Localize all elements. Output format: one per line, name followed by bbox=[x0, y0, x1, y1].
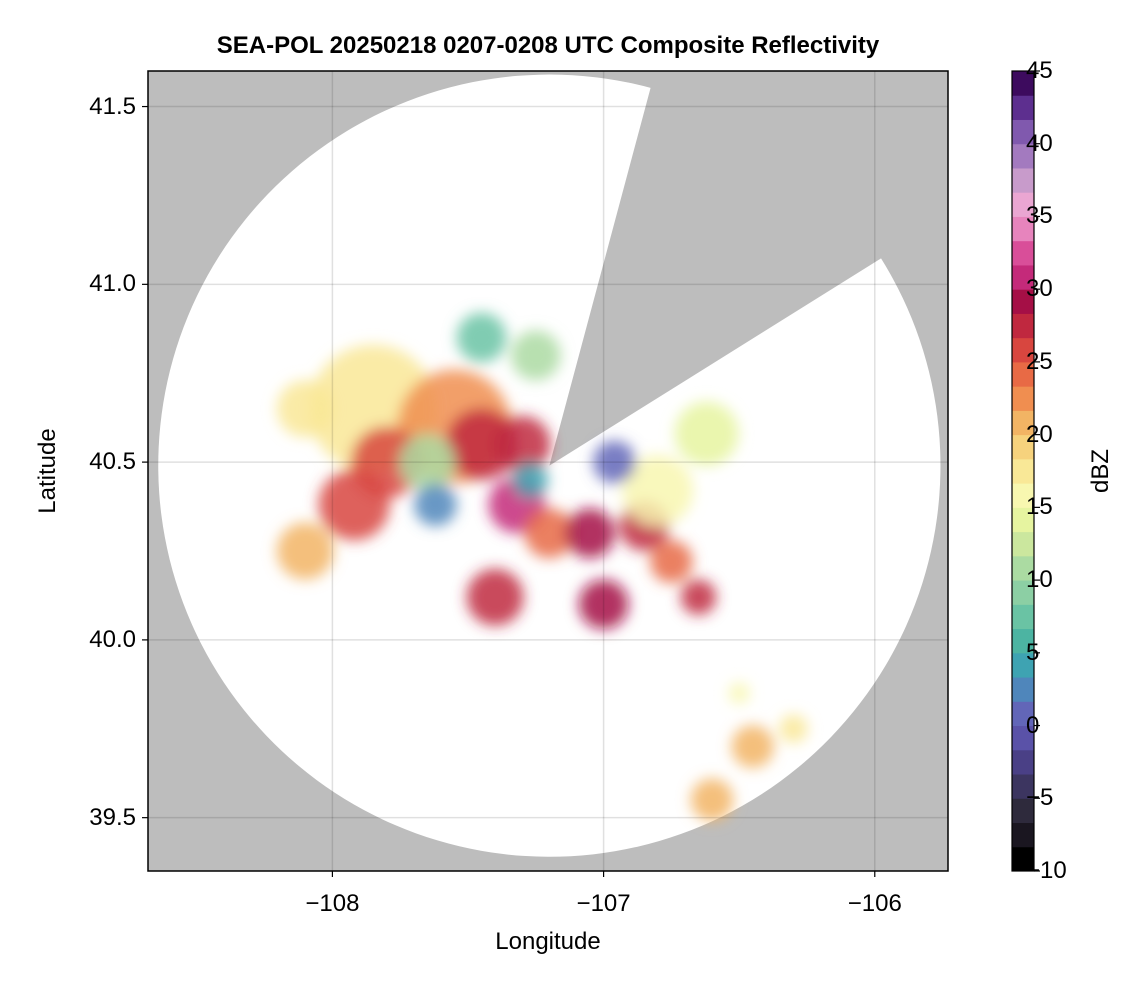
echo-cell bbox=[524, 508, 575, 559]
colorbar-segment bbox=[1012, 725, 1034, 751]
colorbar-segment bbox=[1012, 798, 1034, 824]
colorbar-segment bbox=[1012, 458, 1034, 484]
colorbar-segment bbox=[1012, 580, 1034, 605]
echo-cell bbox=[456, 312, 507, 363]
colorbar bbox=[1012, 71, 1034, 872]
colorbar-segment bbox=[1012, 628, 1034, 654]
colorbar-segment bbox=[1012, 289, 1034, 314]
echo-cell bbox=[565, 508, 615, 559]
y-axis-label: Latitude bbox=[34, 428, 61, 514]
x-tick-label: −106 bbox=[847, 890, 902, 917]
echo-cell bbox=[731, 725, 775, 768]
grid-lines bbox=[148, 71, 948, 871]
colorbar-segment bbox=[1012, 555, 1034, 581]
colorbar-tick-label: 5 bbox=[1026, 638, 1040, 666]
colorbar-tick-label: 10 bbox=[1026, 566, 1053, 594]
colorbar-segment bbox=[1012, 507, 1034, 533]
colorbar-segment bbox=[1012, 361, 1034, 387]
colorbar-segment bbox=[1012, 192, 1034, 217]
echo-cell bbox=[728, 682, 750, 704]
colorbar-tick-label: 45 bbox=[1026, 57, 1053, 84]
colorbar-segment bbox=[1012, 410, 1034, 436]
x-tick-label: −107 bbox=[576, 890, 631, 917]
echo-cell bbox=[680, 579, 717, 615]
colorbar-segment bbox=[1012, 701, 1034, 727]
y-tick-label: 39.5 bbox=[89, 803, 136, 831]
colorbar-segment bbox=[1012, 119, 1034, 145]
echo-cell bbox=[446, 408, 518, 480]
colorbar-segment bbox=[1012, 71, 1034, 96]
echo-cell bbox=[650, 540, 693, 584]
colorbar-segment bbox=[1012, 337, 1034, 363]
colorbar-segment bbox=[1012, 95, 1034, 120]
echo-cell bbox=[318, 469, 390, 541]
colorbar-segment bbox=[1012, 846, 1034, 872]
colorbar-tick-label: −5 bbox=[1026, 784, 1054, 812]
colorbar-tick-label: 30 bbox=[1026, 275, 1053, 303]
colorbar-segment bbox=[1012, 531, 1034, 557]
colorbar-tick-marks bbox=[1034, 70, 1040, 872]
echo-cell bbox=[466, 568, 524, 626]
colorbar-segment bbox=[1012, 264, 1034, 290]
echo-cell bbox=[690, 778, 734, 822]
colorbar-label: dBZ bbox=[1087, 448, 1114, 494]
colorbar-frame bbox=[1011, 70, 1035, 872]
colorbar-segment bbox=[1012, 143, 1034, 169]
colorbar-segment bbox=[1012, 652, 1034, 678]
y-tick-label: 41.0 bbox=[89, 270, 136, 298]
colorbar-segment bbox=[1012, 434, 1034, 460]
colorbar-segment bbox=[1012, 774, 1034, 799]
colorbar-segment bbox=[1012, 677, 1034, 702]
colorbar-tick-label: 0 bbox=[1026, 711, 1040, 739]
echo-cell bbox=[414, 483, 457, 527]
x-axis-label: Longitude bbox=[495, 928, 601, 955]
echo-cell bbox=[276, 380, 334, 438]
colorbar-tick-label: 25 bbox=[1026, 347, 1053, 375]
echo-cell bbox=[779, 714, 808, 743]
colorbar-segment bbox=[1012, 483, 1034, 508]
reflectivity-echoes bbox=[276, 312, 808, 822]
echo-cell bbox=[674, 401, 739, 466]
colorbar-segment bbox=[1012, 167, 1034, 193]
echo-cell bbox=[622, 455, 694, 527]
colorbar-tick-label: 15 bbox=[1026, 493, 1053, 521]
colorbar-segment bbox=[1012, 822, 1034, 848]
radar-coverage-area bbox=[158, 74, 941, 857]
echo-cell bbox=[593, 440, 636, 484]
echo-cell bbox=[493, 415, 551, 473]
colorbar-segment bbox=[1012, 604, 1034, 630]
echo-cell bbox=[578, 579, 629, 630]
colorbar-segment bbox=[1012, 216, 1034, 242]
echo-cell bbox=[276, 522, 334, 580]
axes-frame bbox=[147, 70, 949, 872]
colorbar-tick-label: 20 bbox=[1026, 420, 1053, 448]
colorbar-segment bbox=[1012, 240, 1034, 266]
y-tick-label: 40.5 bbox=[89, 448, 136, 476]
colorbar-segment bbox=[1012, 313, 1034, 339]
y-tick-label: 41.5 bbox=[89, 92, 136, 120]
y-tick-marks bbox=[142, 105, 148, 819]
echo-cell bbox=[398, 433, 456, 491]
echo-cell bbox=[512, 462, 549, 498]
map-title: SEA-POL 20250218 0207-0208 UTC Composite… bbox=[216, 32, 880, 59]
colorbar-tick-label: 40 bbox=[1026, 129, 1053, 157]
x-tick-label: −108 bbox=[305, 890, 360, 917]
colorbar-segment bbox=[1012, 749, 1034, 775]
x-tick-marks bbox=[331, 871, 876, 877]
colorbar-tick-label: 35 bbox=[1026, 202, 1053, 230]
colorbar-segment bbox=[1012, 386, 1034, 411]
y-tick-label: 40.0 bbox=[89, 625, 136, 653]
echo-cell bbox=[510, 330, 561, 381]
colorbar-tick-label: −10 bbox=[1026, 857, 1067, 884]
